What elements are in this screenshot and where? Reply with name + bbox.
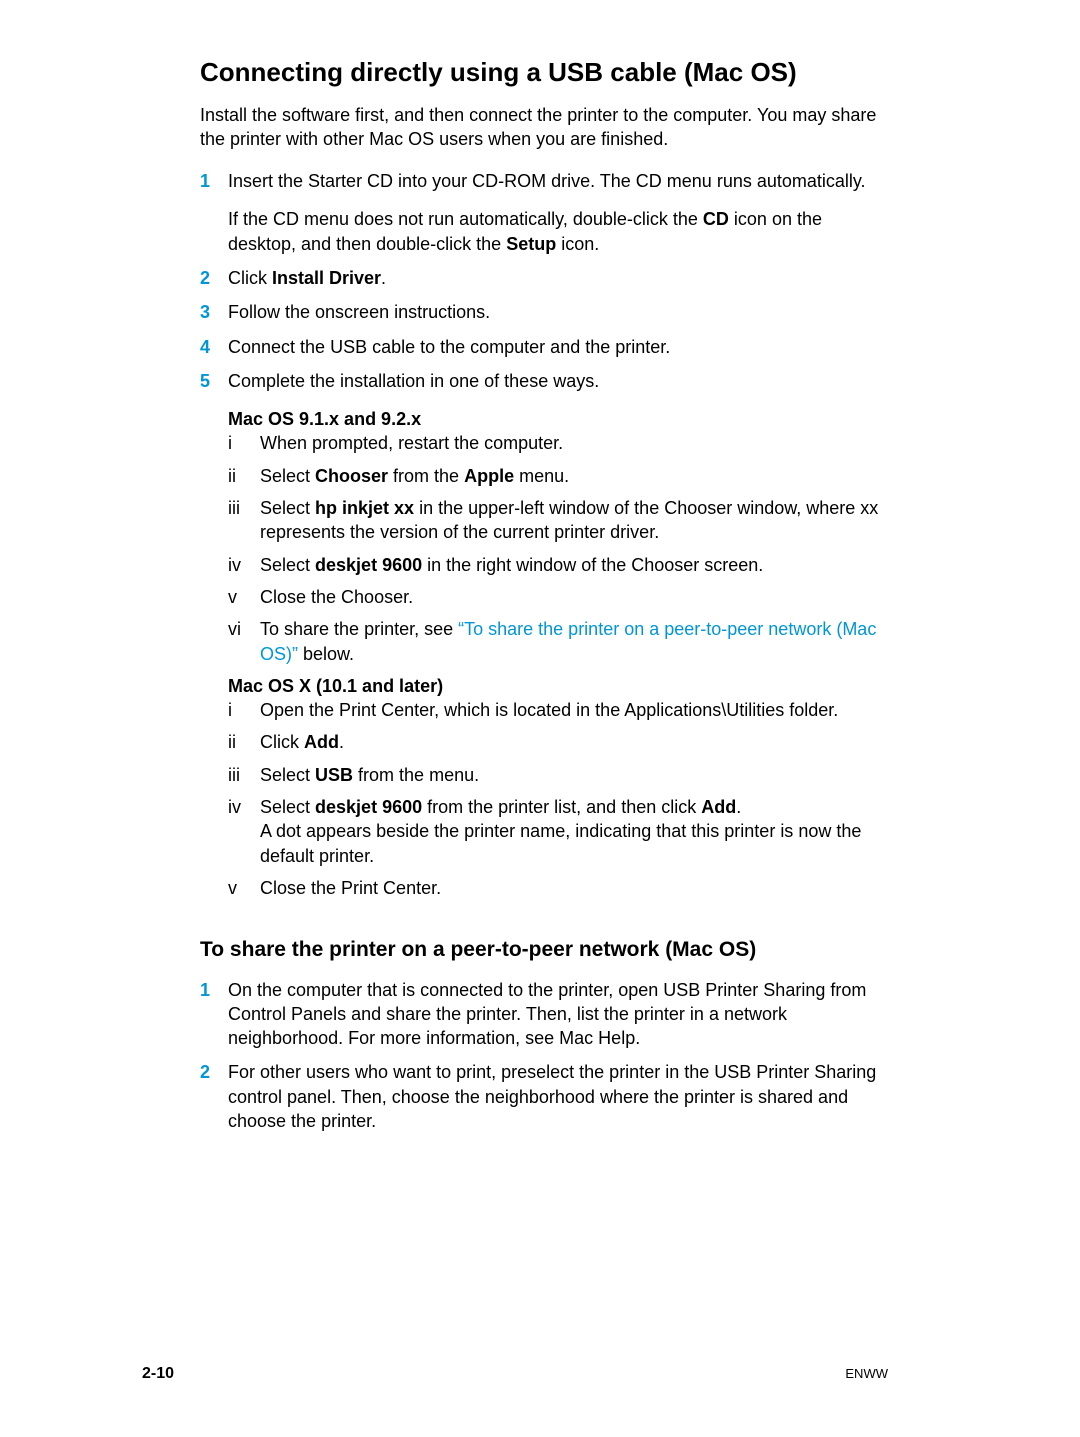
step-body: Insert the Starter CD into your CD-ROM d… xyxy=(228,169,888,256)
mac9-vi: vi To share the printer, see “To share t… xyxy=(228,617,888,666)
step-number: 4 xyxy=(200,335,228,359)
intro-paragraph: Install the software first, and then con… xyxy=(200,103,888,152)
step-body: Follow the onscreen instructions. xyxy=(228,300,888,324)
macx-iii: iii Select USB from the menu. xyxy=(228,763,888,787)
step-1-line2: If the CD menu does not run automaticall… xyxy=(228,207,888,256)
step-5: 5 Complete the installation in one of th… xyxy=(200,369,888,908)
step-body: For other users who want to print, prese… xyxy=(228,1060,888,1133)
step-body: Connect the USB cable to the computer an… xyxy=(228,335,888,359)
step-number: 2 xyxy=(200,1060,228,1084)
section-heading: To share the printer on a peer-to-peer n… xyxy=(200,936,888,963)
mac9-ii: ii Select Chooser from the Apple menu. xyxy=(228,464,888,488)
macx-iv: iv Select deskjet 9600 from the printer … xyxy=(228,795,888,868)
step-number: 3 xyxy=(200,300,228,324)
page-number: 2-10 xyxy=(142,1365,174,1383)
share-steps: 1 On the computer that is connected to t… xyxy=(200,978,888,1134)
step-1-line1: Insert the Starter CD into your CD-ROM d… xyxy=(228,169,888,193)
step-2: 2 Click Install Driver. xyxy=(200,266,888,290)
footer-brand: ENWW xyxy=(845,1366,888,1381)
numbered-steps: 1 Insert the Starter CD into your CD-ROM… xyxy=(200,169,888,908)
step-5-intro: Complete the installation in one of thes… xyxy=(228,369,888,393)
mac9-v: v Close the Chooser. xyxy=(228,585,888,609)
step-number: 5 xyxy=(200,369,228,393)
step-1: 1 Insert the Starter CD into your CD-ROM… xyxy=(200,169,888,256)
step-number: 1 xyxy=(200,169,228,193)
step-body: Click Install Driver. xyxy=(228,266,888,290)
mac9-iv: iv Select deskjet 9600 in the right wind… xyxy=(228,553,888,577)
macx-heading: Mac OS X (10.1 and later) xyxy=(228,674,888,698)
macx-v: v Close the Print Center. xyxy=(228,876,888,900)
macx-ii: ii Click Add. xyxy=(228,730,888,754)
step-body: Complete the installation in one of thes… xyxy=(228,369,888,908)
share-step-1: 1 On the computer that is connected to t… xyxy=(200,978,888,1051)
macx-substeps: i Open the Print Center, which is locate… xyxy=(228,698,888,900)
step-body: On the computer that is connected to the… xyxy=(228,978,888,1051)
step-4: 4 Connect the USB cable to the computer … xyxy=(200,335,888,359)
mac9-i: i When prompted, restart the computer. xyxy=(228,431,888,455)
mac9-substeps: i When prompted, restart the computer. i… xyxy=(228,431,888,665)
document-page: Connecting directly using a USB cable (M… xyxy=(0,0,1080,1437)
page-footer: 2-10 ENWW xyxy=(0,1365,1080,1383)
mac9-iii: iii Select hp inkjet xx in the upper-lef… xyxy=(228,496,888,545)
share-step-2: 2 For other users who want to print, pre… xyxy=(200,1060,888,1133)
step-3: 3 Follow the onscreen instructions. xyxy=(200,300,888,324)
macx-i: i Open the Print Center, which is locate… xyxy=(228,698,888,722)
page-heading: Connecting directly using a USB cable (M… xyxy=(200,56,888,89)
mac9-heading: Mac OS 9.1.x and 9.2.x xyxy=(228,407,888,431)
step-number: 1 xyxy=(200,978,228,1002)
step-number: 2 xyxy=(200,266,228,290)
